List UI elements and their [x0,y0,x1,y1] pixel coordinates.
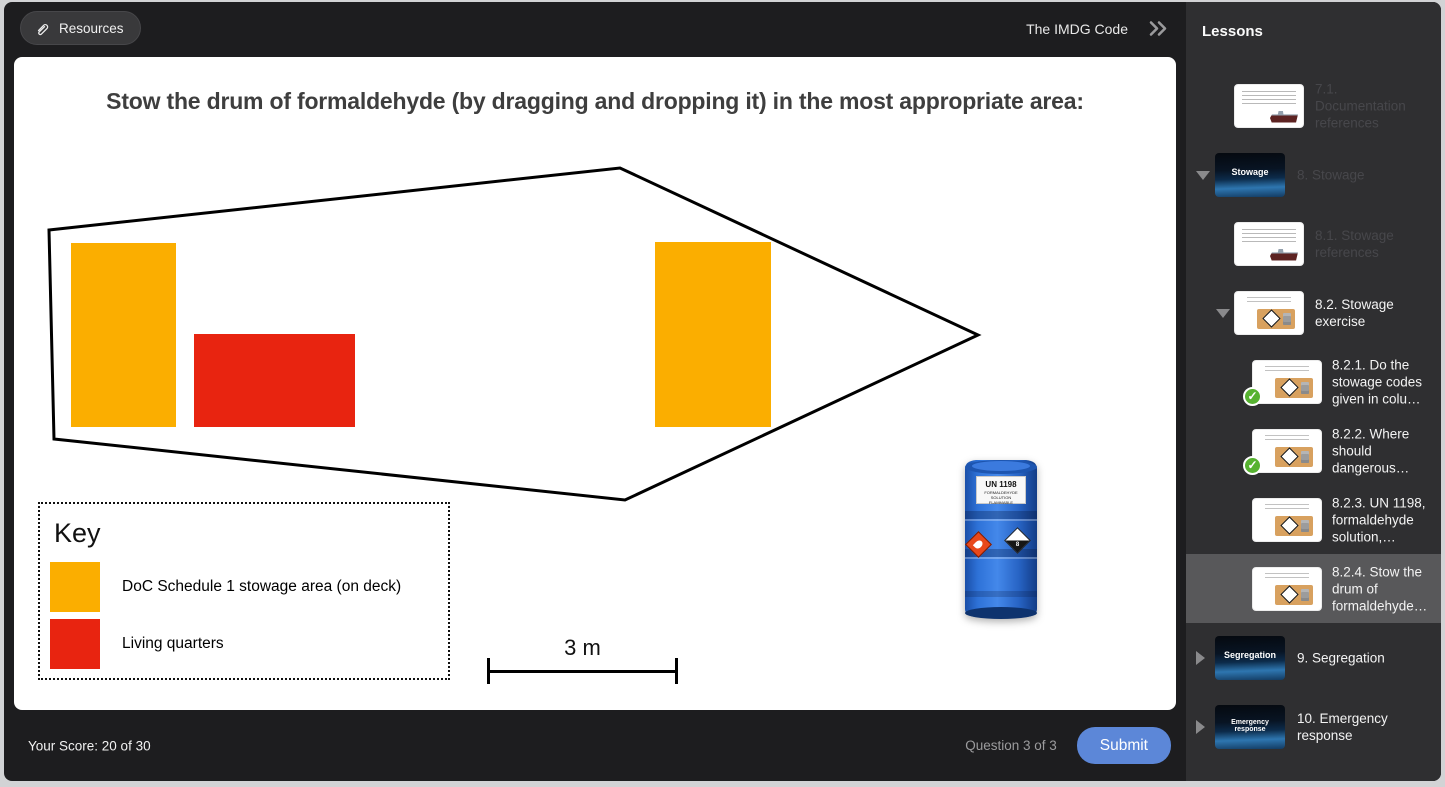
package-graphic [1275,446,1313,467]
lesson-item-8-2-4-selected[interactable]: 8.2.4. Stow the drum of formaldehyde… [1186,554,1441,623]
score-text: Your Score: 20 of 30 [28,738,151,753]
orange-swatch [50,562,100,612]
flame-icon [972,538,985,551]
lesson-item-8-2-1[interactable]: ✓ 8.2.1. Do the stowage codes given in c… [1186,347,1441,416]
completed-check-icon: ✓ [1243,456,1262,475]
lesson-thumbnail: Stowage [1215,152,1285,197]
lesson-item-7-1[interactable]: 7.1. Documentation references [1186,71,1441,140]
completed-check-icon: ✓ [1243,387,1262,406]
package-graphic [1257,308,1295,329]
lesson-thumbnail: Segregation [1215,635,1285,680]
footer-right: Question 3 of 3 Submit [965,710,1171,781]
expand-arrow-icon[interactable] [1196,650,1205,665]
lesson-thumbnail [1234,221,1304,266]
drum-un-label: UN 1198 FORMALDEHYDE SOLUTION FLAMMABLE [976,476,1026,505]
stowage-area-fore-dropzone[interactable] [655,242,771,427]
lesson-thumbnail [1252,359,1322,404]
red-swatch [50,619,100,669]
scale-line [487,670,678,673]
key-entry-label: Living quarters [122,635,224,652]
top-bar: Resources The IMDG Code [4,2,1186,55]
package-graphic [1275,377,1313,398]
lesson-item-8-2-2[interactable]: ✓ 8.2.2. Where should dangerous… [1186,416,1441,485]
lessons-list: 7.1. Documentation references Stowage 8.… [1186,71,1441,761]
lesson-thumbnail [1234,83,1304,128]
collapse-arrow-icon[interactable] [1216,308,1230,318]
lesson-item-8[interactable]: Stowage 8. Stowage [1186,140,1441,209]
lesson-item-10[interactable]: Emergency response 10. Emergency respons… [1186,692,1441,761]
scale-tick-left [487,658,490,684]
lesson-item-8-2-3[interactable]: 8.2.3. UN 1198, formaldehyde solution,… [1186,485,1441,554]
lesson-item-9[interactable]: Segregation 9. Segregation [1186,623,1441,692]
resources-button[interactable]: Resources [20,11,141,45]
scale-tick-right [675,658,678,684]
lesson-item-8-1[interactable]: 8.1. Stowage references [1186,209,1441,278]
lesson-thumbnail [1252,428,1322,473]
course-title: The IMDG Code [1026,20,1128,37]
lesson-thumbnail [1234,290,1304,335]
question-position-text: Question 3 of 3 [965,738,1057,753]
package-graphic [1275,584,1313,605]
ship-outline [47,166,982,502]
key-title: Key [54,518,101,548]
package-graphic [1275,515,1313,536]
key-legend: Key DoC Schedule 1 stowage area (on deck… [38,502,450,680]
resources-button-label: Resources [59,20,124,36]
lesson-thumbnail: Emergency response [1215,704,1285,749]
double-chevron-right-icon [1149,21,1167,36]
lesson-item-8-2[interactable]: 8.2. Stowage exercise [1186,278,1441,347]
lesson-thumbnail [1252,497,1322,542]
submit-button[interactable]: Submit [1076,727,1171,764]
question-title: Stow the drum of formaldehyde (by draggi… [106,88,1084,114]
collapse-arrow-icon[interactable] [1196,170,1210,180]
collapse-sidebar-button[interactable] [1146,20,1170,37]
paperclip-icon [37,23,49,35]
app-window: Resources The IMDG Code Stow the drum of… [4,2,1441,781]
lesson-thumbnail [1252,566,1322,611]
scale-bar: 3 m [487,635,678,685]
key-entry-stowage-area: DoC Schedule 1 stowage area (on deck) [50,562,401,612]
living-quarters-zone[interactable] [194,334,355,427]
ship-deck-diagram [47,166,982,502]
lessons-sidebar: Lessons 7.1. Documentation references St… [1186,2,1441,781]
formaldehyde-drum[interactable]: UN 1198 FORMALDEHYDE SOLUTION FLAMMABLE … [958,456,1044,622]
key-entry-living-quarters: Living quarters [50,619,224,669]
scale-label: 3 m [564,635,601,660]
sidebar-title: Lessons [1202,23,1263,40]
footer-bar: Your Score: 20 of 30 Question 3 of 3 Sub… [4,710,1186,781]
slide-card: Stow the drum of formaldehyde (by draggi… [14,57,1176,710]
stowage-area-aft-dropzone[interactable] [71,243,176,427]
key-entry-label: DoC Schedule 1 stowage area (on deck) [122,578,402,595]
expand-arrow-icon[interactable] [1196,719,1205,734]
course-header: The IMDG Code [1026,2,1170,55]
